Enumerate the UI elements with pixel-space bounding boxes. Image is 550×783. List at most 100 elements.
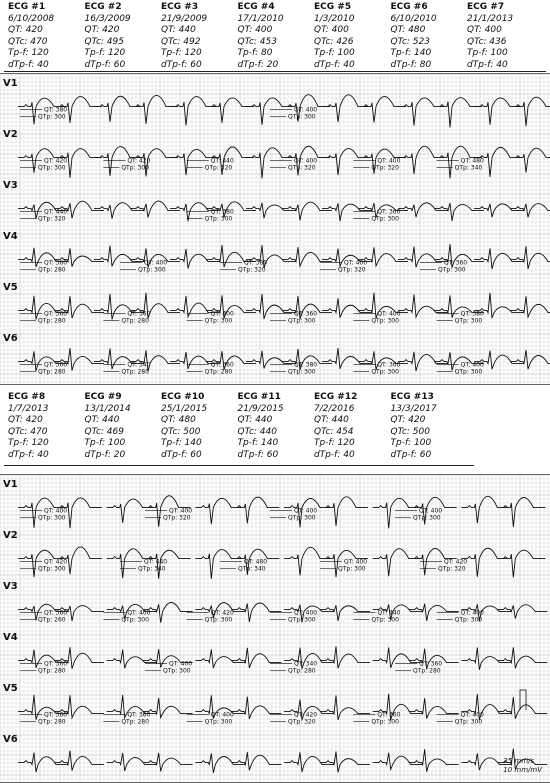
ecg-qt: QT: 480 [390, 25, 426, 35]
ecg-dtpf: dTp-f: 60 [390, 449, 432, 460]
ecg-trace [461, 495, 546, 528]
lead-label: V2 [3, 129, 18, 140]
ecg-label: ECG #11 [237, 392, 281, 402]
ecg-header: ECG #12 7/2/2016 QT: 440 QTc: 454 Tp-f: 120 d… [314, 392, 357, 461]
bottom-ecg-grid: V1 V2 V3 V4 V5 V6 QT: 400 QTp: 300 QT: 400 QTp: 3… [0, 474, 550, 783]
qt-annotation: QT: 380 [244, 260, 267, 267]
qt-annotation: QT: 440 [211, 158, 234, 165]
ecg-trace [372, 749, 459, 772]
qtp-annotation: QTp: 340 [138, 566, 166, 573]
ecg-trace [372, 603, 459, 621]
ecg-date: 1/7/2013 [8, 403, 49, 414]
ecg-trace [18, 347, 104, 372]
qt-annotation: QT: 360 [211, 362, 234, 369]
ecg-qt: QT: 440 [161, 25, 196, 35]
ecg-qt: QT: 400 [467, 25, 502, 35]
ecg-trace [284, 646, 370, 669]
qtp-annotation: QTp: 300 [371, 719, 399, 726]
qtp-annotation: QTp: 280 [121, 369, 149, 376]
ecg-qtc: QTc: 440 [237, 426, 278, 437]
ecg-header: ECG #9 13/1/2014 QT: 440 QTc: 469 Tp-f: 100 d… [85, 392, 131, 461]
lead-label: V4 [3, 632, 18, 643]
qt-annotation: QT: 360 [444, 260, 467, 267]
qtp-annotation: QTp: 300 [371, 617, 399, 624]
qtp-annotation: QTp: 340 [455, 165, 483, 172]
ecg-date: 13/3/2017 [390, 403, 437, 414]
ecg-trace [474, 349, 550, 370]
qt-annotation: QT: 360 [377, 209, 400, 216]
qt-annotation: QT: 360 [44, 260, 67, 267]
ecg-dtpf: dTp-f: 40 [314, 59, 355, 70]
qtp-annotation: QTp: 300 [371, 216, 399, 223]
ecg-dtpf: dTp-f: 40 [8, 59, 49, 70]
ecg-trace [322, 348, 408, 370]
paper-speed: 25 mm/s [503, 757, 535, 765]
calibration-pulse [519, 689, 527, 710]
qtp-annotation: QTp: 260 [38, 617, 66, 624]
qt-annotation: QT: 400 [344, 559, 367, 566]
qtp-annotation: QTp: 300 [38, 114, 66, 121]
ecg-trace [170, 295, 256, 319]
qt-annotation: QT: 400 [461, 712, 484, 719]
qt-annotation: QT: 360 [377, 712, 400, 719]
ecg-header: ECG #7 21/1/2013 QT: 400 QTc: 436 Tp-f: 100 d… [467, 2, 513, 71]
qt-annotation: QT: 420 [211, 610, 234, 617]
lead-label: V5 [3, 282, 18, 293]
ecg-tpf: Tp-f: 120 [8, 438, 49, 448]
ecg-trace [474, 146, 550, 178]
ecg-qtc: QTc: 500 [161, 426, 201, 437]
ecg-qtc: QTc: 469 [84, 426, 125, 437]
qtp-annotation: QTp: 300 [413, 515, 441, 522]
ecg-header: ECG #4 17/1/2010 QT: 400 QTc: 453 Tp-f: 80 dT… [238, 2, 284, 71]
ecg-date: 6/10/2010 [390, 13, 437, 24]
lead-label: V1 [3, 479, 18, 490]
ecg-qtc: QTc: 453 [237, 36, 278, 47]
qt-annotation: QT: 360 [44, 311, 67, 318]
ecg-label: ECG #9 [84, 392, 122, 402]
ecg-label: ECG #10 [161, 392, 205, 402]
ecg-label: ECG #13 [390, 392, 434, 402]
ecg-label: ECG #3 [161, 2, 199, 12]
ecg-trace [195, 752, 282, 774]
ecg-header: ECG #10 25/1/2015 QT: 480 QTc: 500 Tp-f: 140… [161, 392, 207, 461]
ecg-tpf: Tp-f: 120 [314, 438, 355, 448]
ecg-dtpf: dTp-f: 20 [237, 59, 279, 70]
ecg-trace [246, 245, 332, 269]
qt-annotation: QT: 440 [44, 209, 67, 216]
ecg-trace [106, 649, 193, 669]
lead-label: V3 [3, 581, 18, 592]
lead-label: V1 [3, 78, 18, 89]
ecg-trace [106, 752, 193, 772]
qtp-annotation: QTp: 300 [288, 369, 316, 376]
ecg-dtpf: dTp-f: 60 [84, 59, 126, 70]
ecg-date: 1/3/2010 [314, 13, 355, 24]
ecg-trace [106, 495, 191, 527]
qtp-annotation: QTp: 320 [288, 165, 316, 172]
ecg-qt: QT: 440 [84, 415, 120, 425]
ecg-trace [322, 202, 408, 222]
qt-annotation: QT: 400 [294, 610, 317, 617]
ecg-trace [372, 548, 457, 577]
qt-annotation: QT: 400 [419, 508, 442, 515]
qt-annotation: QT: 360 [419, 661, 442, 668]
ecg-trace [94, 245, 180, 268]
qt-annotation: QT: 400 [294, 508, 317, 515]
ecg-date: 21/1/2013 [467, 13, 514, 24]
ecg-label: ECG #2 [84, 2, 122, 12]
qt-annotation: QT: 400 [211, 712, 234, 719]
top-header-rule [4, 71, 546, 72]
ecg-header: ECG #13 13/3/2017 QT: 420 QTc: 500 Tp-f: 100… [391, 392, 437, 461]
ecg-tpf: Tp-f: 100 [84, 438, 126, 448]
qtp-annotation: QTp: 300 [338, 566, 366, 573]
ecg-date: 7/2/2016 [314, 403, 355, 414]
qtp-annotation: QTp: 300 [163, 668, 191, 675]
qtp-annotation: QTp: 320 [371, 165, 399, 172]
ecg-trace [18, 694, 104, 720]
ecg-trace [106, 602, 193, 623]
ecg-dtpf: dTp-f: 20 [84, 449, 126, 460]
qt-annotation: QT: 400 [294, 158, 317, 165]
qt-annotation: QT: 400 [127, 610, 150, 617]
ecg-trace [398, 202, 484, 222]
ecg-trace [18, 546, 102, 578]
